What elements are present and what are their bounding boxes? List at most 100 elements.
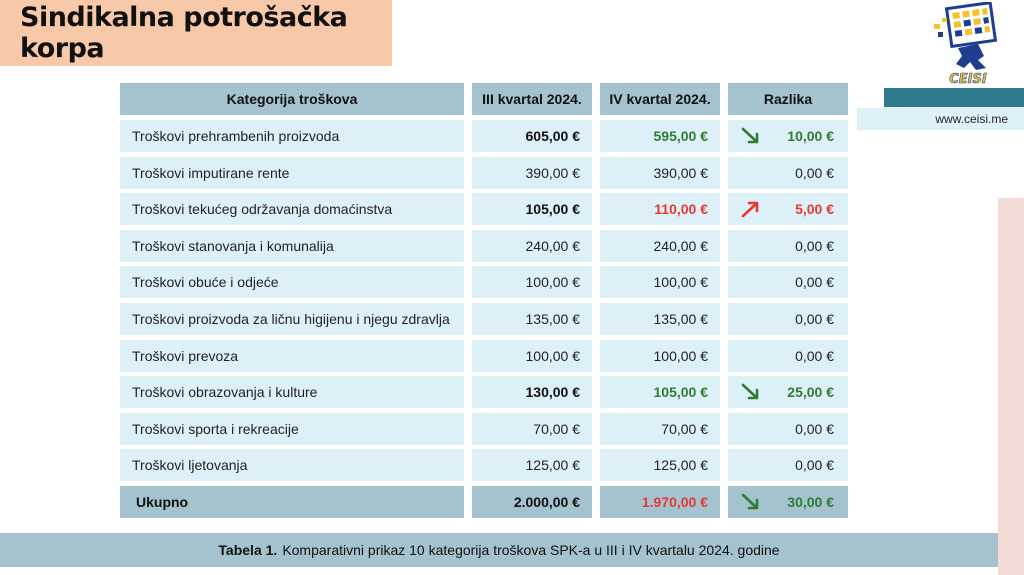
row-category-text: Troškovi proizvoda za ličnu higijenu i n…	[132, 311, 450, 327]
row-category: Troškovi stanovanja i komunalija	[120, 230, 464, 262]
row-q4-value: 105,00 €	[600, 376, 720, 408]
row-q4-text: 100,00 €	[653, 348, 709, 364]
arrow-down-icon	[741, 383, 759, 400]
row-category: Troškovi prevoza	[120, 340, 464, 372]
row-category-text: Troškovi prehrambenih proizvoda	[132, 128, 340, 144]
row-category: Troškovi obuće i odjeće	[120, 266, 464, 298]
arrow-down-icon	[741, 493, 759, 510]
arrow-down-icon	[741, 127, 759, 144]
row-category-text: Troškovi imputirane rente	[132, 165, 290, 181]
row-q3-value: 605,00 €	[472, 120, 592, 152]
row-category: Troškovi obrazovanja i kulture	[120, 376, 464, 408]
row-category-text: Troškovi stanovanja i komunalija	[132, 238, 334, 254]
row-q4-text: 105,00 €	[653, 384, 709, 400]
header-q3: III kvartal 2024.	[472, 83, 592, 115]
row-q4-text: 70,00 €	[661, 421, 708, 437]
row-diff-value: 0,00 €	[728, 303, 848, 335]
total-q4-value: 1.970,00 €	[600, 486, 720, 518]
row-category: Troškovi imputirane rente	[120, 157, 464, 189]
row-q4-value: 100,00 €	[600, 266, 720, 298]
row-q4-text: 100,00 €	[653, 274, 709, 290]
row-diff-value: 0,00 €	[728, 157, 848, 189]
row-diff-value: 0,00 €	[728, 266, 848, 298]
row-q3-value: 125,00 €	[472, 449, 592, 481]
row-q4-value: 70,00 €	[600, 413, 720, 445]
row-category: Troškovi ljetovanja	[120, 449, 464, 481]
row-q3-value: 240,00 €	[472, 230, 592, 262]
row-diff-value: 5,00 €	[728, 193, 848, 225]
row-diff-text: 5,00 €	[795, 201, 834, 217]
row-diff-value: 25,00 €	[728, 376, 848, 408]
accent-bar	[884, 88, 1024, 107]
row-category: Troškovi tekućeg održavanja domaćinstva	[120, 193, 464, 225]
row-category: Troškovi sporta i rekreacije	[120, 413, 464, 445]
row-q3-value: 135,00 €	[472, 303, 592, 335]
row-q4-value: 595,00 €	[600, 120, 720, 152]
row-diff-text: 0,00 €	[795, 348, 834, 364]
row-diff-value: 0,00 €	[728, 413, 848, 445]
row-diff-text: 0,00 €	[795, 311, 834, 327]
total-category: Ukupno	[120, 486, 464, 518]
side-accent	[998, 198, 1024, 575]
row-q4-text: 390,00 €	[653, 165, 709, 181]
total-category-text: Ukupno	[136, 494, 189, 510]
total-q3-text: 2.000,00 €	[513, 494, 580, 510]
row-q3-value: 100,00 €	[472, 266, 592, 298]
total-q3-value: 2.000,00 €	[472, 486, 592, 518]
row-category-text: Troškovi prevoza	[132, 348, 239, 364]
row-q4-text: 595,00 €	[653, 128, 709, 144]
row-q4-value: 110,00 €	[600, 193, 720, 225]
row-q3-text: 605,00 €	[525, 128, 581, 144]
header-diff: Razlika	[728, 83, 848, 115]
table-caption: Tabela 1. Komparativni prikaz 10 kategor…	[0, 533, 998, 567]
row-category-text: Troškovi tekućeg održavanja domaćinstva	[132, 201, 393, 217]
website-link[interactable]: www.ceisi.me	[935, 112, 1008, 126]
row-q3-text: 130,00 €	[525, 384, 581, 400]
header-category: Kategorija troškova	[120, 83, 464, 115]
row-q4-text: 110,00 €	[654, 201, 708, 217]
row-q4-text: 135,00 €	[653, 311, 709, 327]
row-q3-value: 130,00 €	[472, 376, 592, 408]
row-q3-text: 100,00 €	[525, 348, 581, 364]
row-q3-text: 135,00 €	[525, 311, 581, 327]
row-q4-value: 240,00 €	[600, 230, 720, 262]
row-q4-text: 125,00 €	[653, 457, 709, 473]
row-diff-value: 0,00 €	[728, 340, 848, 372]
row-q3-text: 125,00 €	[525, 457, 581, 473]
total-diff-text: 30,00 €	[787, 494, 834, 510]
total-diff-value: 30,00 €	[728, 486, 848, 518]
arrow-up-icon	[741, 201, 759, 218]
caption-label: Tabela 1.	[218, 542, 278, 558]
row-category: Troškovi proizvoda za ličnu higijenu i n…	[120, 303, 464, 335]
row-diff-value: 10,00 €	[728, 120, 848, 152]
row-diff-value: 0,00 €	[728, 230, 848, 262]
row-q3-value: 390,00 €	[472, 157, 592, 189]
row-category: Troškovi prehrambenih proizvoda	[120, 120, 464, 152]
website-box: www.ceisi.me	[857, 108, 1024, 130]
row-q3-value: 105,00 €	[472, 193, 592, 225]
row-diff-text: 10,00 €	[787, 128, 834, 144]
row-diff-text: 0,00 €	[795, 457, 834, 473]
row-q4-text: 240,00 €	[653, 238, 709, 254]
page-title: Sindikalna potrošačka korpa	[20, 2, 348, 64]
row-q3-text: 105,00 €	[525, 201, 581, 217]
row-q3-text: 240,00 €	[525, 238, 581, 254]
title-banner: Sindikalna potrošačka korpa	[0, 0, 392, 66]
row-diff-text: 0,00 €	[795, 238, 834, 254]
row-diff-text: 0,00 €	[795, 421, 834, 437]
row-diff-text: 25,00 €	[787, 384, 834, 400]
row-q3-value: 70,00 €	[472, 413, 592, 445]
row-diff-value: 0,00 €	[728, 449, 848, 481]
row-diff-text: 0,00 €	[795, 274, 834, 290]
row-category-text: Troškovi obuće i odjeće	[132, 274, 279, 290]
row-diff-text: 0,00 €	[795, 165, 834, 181]
row-q3-text: 70,00 €	[533, 421, 580, 437]
row-q4-value: 390,00 €	[600, 157, 720, 189]
svg-text:CEISI: CEISI	[949, 72, 987, 86]
row-q4-value: 100,00 €	[600, 340, 720, 372]
row-category-text: Troškovi ljetovanja	[132, 457, 248, 473]
row-category-text: Troškovi sporta i rekreacije	[132, 421, 299, 437]
row-q4-value: 125,00 €	[600, 449, 720, 481]
row-q3-value: 100,00 €	[472, 340, 592, 372]
row-category-text: Troškovi obrazovanja i kulture	[132, 384, 318, 400]
